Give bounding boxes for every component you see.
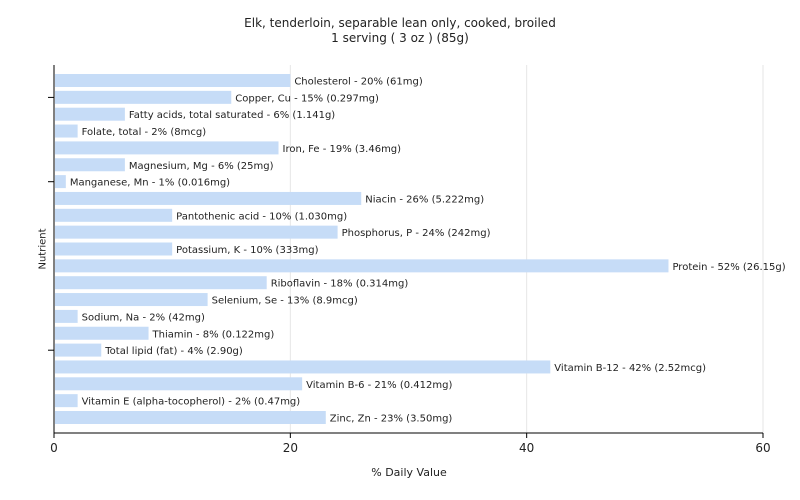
bar-label: Protein - 52% (26.15g) xyxy=(672,262,785,273)
x-tick-label: 0 xyxy=(50,441,58,455)
bar-label: Riboflavin - 18% (0.314mg) xyxy=(271,279,409,290)
bar xyxy=(55,141,279,155)
bar-label: Vitamin B-12 - 42% (2.52mcg) xyxy=(554,363,706,374)
bar-label: Selenium, Se - 13% (8.9mcg) xyxy=(212,296,358,307)
x-axis-label: % Daily Value xyxy=(371,466,447,479)
bar xyxy=(55,225,338,239)
bar xyxy=(55,259,669,273)
bar-label: Pantothenic acid - 10% (1.030mg) xyxy=(176,211,347,222)
bar-label: Manganese, Mn - 1% (0.016mg) xyxy=(70,178,230,189)
bar xyxy=(55,394,78,408)
bar xyxy=(55,377,303,391)
bar xyxy=(55,326,149,340)
chart-title-line: Elk, tenderloin, separable lean only, co… xyxy=(244,16,556,30)
y-axis-label: Nutrient xyxy=(37,228,49,270)
bar xyxy=(55,124,78,138)
bar-label: Potassium, K - 10% (333mg) xyxy=(176,245,318,256)
bar-label: Total lipid (fat) - 4% (2.90g) xyxy=(104,346,243,357)
bar xyxy=(55,208,173,222)
x-tick-label: 20 xyxy=(283,441,298,455)
bar xyxy=(55,74,291,87)
bar-label: Phosphorus, P - 24% (242mg) xyxy=(342,228,491,239)
bar-label: Sodium, Na - 2% (42mg) xyxy=(82,312,205,323)
bar-label: Vitamin B-6 - 21% (0.412mg) xyxy=(306,380,452,391)
bar-label: Vitamin E (alpha-tocopherol) - 2% (0.47m… xyxy=(82,397,301,408)
bar-label: Magnesium, Mg - 6% (25mg) xyxy=(129,161,274,172)
x-tick-label: 40 xyxy=(519,441,534,455)
bar xyxy=(55,191,362,205)
bar xyxy=(55,411,326,424)
bar xyxy=(55,276,267,290)
bar xyxy=(55,360,551,374)
chart-subtitle: 1 serving ( 3 oz ) (85g) xyxy=(331,31,469,45)
chart-title: Elk, tenderloin, separable lean only, co… xyxy=(0,16,800,46)
bar xyxy=(55,343,102,357)
bar-label: Folate, total - 2% (8mcg) xyxy=(82,127,207,138)
bar-label: Zinc, Zn - 23% (3.50mg) xyxy=(330,414,453,425)
bar xyxy=(55,293,208,307)
bar-label: Niacin - 26% (5.222mg) xyxy=(365,194,484,205)
bar-label: Thiamin - 8% (0.122mg) xyxy=(152,329,275,340)
x-tick-label: 60 xyxy=(755,441,770,455)
bar xyxy=(55,175,66,189)
bar-label: Fatty acids, total saturated - 6% (1.141… xyxy=(129,110,335,121)
bar-label: Iron, Fe - 19% (3.46mg) xyxy=(283,144,402,155)
bar xyxy=(55,242,173,256)
bar-label: Cholesterol - 20% (61mg) xyxy=(294,77,423,88)
bar xyxy=(55,158,125,172)
bar xyxy=(55,309,78,323)
bar xyxy=(55,107,125,121)
bar-label: Copper, Cu - 15% (0.297mg) xyxy=(235,93,379,104)
bar xyxy=(55,90,232,104)
